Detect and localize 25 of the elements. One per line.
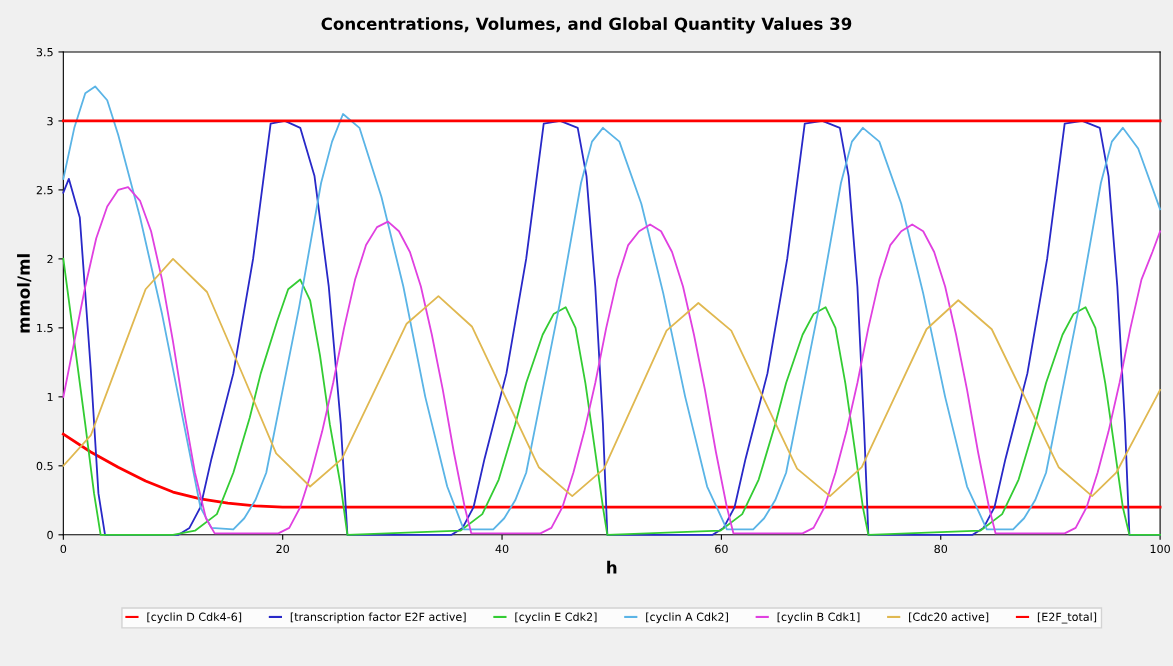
y-axis-title: mmol/ml [17, 254, 32, 333]
legend-label: [transcription factor E2F active] [290, 612, 466, 624]
x-axis-title: h [607, 560, 617, 574]
legend-label: [Cdc20 active] [909, 612, 989, 623]
x-tick-label: 40 [495, 544, 509, 554]
legend-label: [cyclin D Cdk4-6] [147, 612, 242, 624]
x-tick-label: 60 [715, 544, 728, 554]
line-series [61, 432, 1162, 509]
x-tick-label: 20 [276, 544, 290, 554]
y-tick-label: 3.5 [36, 47, 53, 57]
x-tick-label: 0 [60, 544, 67, 554]
chart-title: Concentrations, Volumes, and Global Quantity Values 39 [321, 17, 852, 34]
y-tick-label: 0 [47, 530, 53, 540]
y-tick-label: 1 [47, 392, 53, 402]
y-tick-label: 2 [47, 254, 53, 264]
x-tick-label: 80 [934, 544, 948, 554]
y-tick-label: 0.5 [36, 461, 53, 471]
legend-label: [cyclin E Cdk2] [515, 612, 597, 624]
legend-label: [E2F_total] [1037, 612, 1097, 624]
legend-label: [cyclin B Cdk1] [777, 612, 860, 624]
y-tick-label: 2.5 [36, 185, 53, 195]
y-tick-label: 1.5 [37, 323, 53, 333]
x-tick-label: 100 [1150, 544, 1170, 554]
legend-label: [cyclin A Cdk2] [646, 612, 728, 624]
y-tick-label: 3 [47, 116, 53, 126]
